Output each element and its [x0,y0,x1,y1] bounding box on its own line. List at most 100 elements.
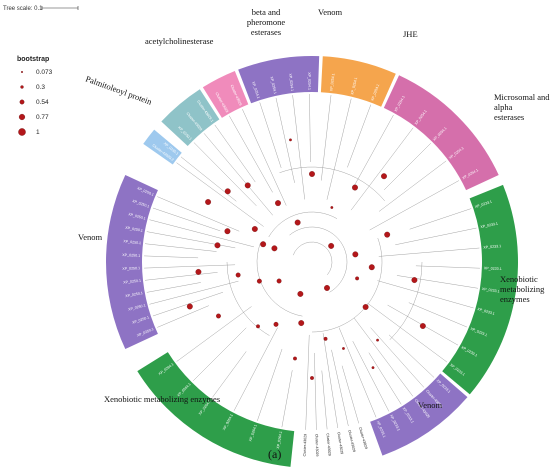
branch [212,351,247,398]
clade-band [105,174,158,350]
legend-label: 0.77 [36,114,49,121]
branch [370,327,425,388]
branch [309,94,311,163]
branch [214,124,256,183]
bootstrap-node [216,313,221,319]
leaf-label: XP_0233.1 [389,414,401,432]
bootstrap-node [323,336,328,341]
clade-name: Venom [78,232,102,242]
legend-label: 1 [36,129,40,136]
leaf-label: XP_0264.1 [248,424,258,442]
branch [321,370,328,430]
branch [146,282,201,293]
leaf-label: Cluster-43029 [315,434,320,457]
bootstrap-nodes [186,138,426,380]
leaf-label: XP_0254.1 [288,73,294,91]
branch [368,352,402,405]
clade-name: Venom [318,7,342,17]
clade-band [202,71,249,118]
bootstrap-node [224,228,231,235]
bootstrap-node [371,366,375,370]
clade-name: Xenobiotic metabolizing enzymes [500,274,545,304]
legend-label: 0.54 [36,99,49,106]
legend-marker [18,128,26,136]
bootstrap-node [355,276,360,281]
branch [326,98,352,200]
branch [152,292,224,317]
clade-band [137,352,295,467]
branch [369,180,460,231]
clade-name: JHE [403,29,418,39]
bootstrap-node [368,264,375,271]
branch [257,348,283,421]
branch [338,327,377,418]
clade-name: Palmitoleoyl protein [84,73,154,106]
branch [377,280,474,309]
bootstrap-node [419,323,426,329]
branch [176,162,264,227]
leaf-label: XP_0250.1 [132,315,150,325]
bootstrap-node [256,278,262,284]
branch-arc [389,261,423,340]
bootstrap-node [195,269,202,275]
clade-name: beta and pheromone esterases [247,7,285,37]
branch [352,114,394,190]
leaf-label: XP_0233.1 [474,200,492,209]
tree-branches [144,94,480,430]
branch-arc [268,211,338,238]
bootstrap-node [235,272,241,278]
branch [144,264,236,269]
leaf-label: Cluster-43029 [358,427,368,450]
clade-band [370,373,468,456]
leaf-label: XP_0233.1 [480,222,498,230]
tree-scale-label: Tree scale: 0.1 [3,6,43,12]
leaf-label: XP_0233.1 [376,420,386,438]
branch [176,306,252,362]
bootstrap-node [376,338,379,342]
branch [314,352,317,430]
bootstrap-node [271,245,278,252]
legend-label: 0.073 [36,69,53,76]
bootstrap-node [298,320,305,326]
branch [203,133,273,216]
bootstrap-legend: bootstrap 0.073 0.3 0.54 0.77 1 [17,56,53,136]
branch [144,272,218,281]
leaf-label: XP_0250.1 [122,266,140,271]
leaf-label: XP_0250.1 [136,186,154,197]
legend-label: 0.3 [36,84,45,91]
branch [341,365,359,424]
branch-arc [289,226,348,293]
branch [275,97,295,183]
bootstrap-node [330,206,334,209]
branch [378,247,480,257]
bootstrap-node [384,231,391,238]
branch [292,95,305,200]
bootstrap-node [205,199,212,205]
branch [152,207,221,232]
legend-marker [21,71,23,73]
clade-band [238,56,320,104]
branch [157,196,240,232]
clade-ring [105,56,518,467]
branch-arc [256,243,303,317]
leaf-label: XP_0264.1 [222,413,234,431]
bootstrap-node [186,303,193,310]
branch [321,95,332,181]
leaf-label: XP_0233.1 [483,244,501,249]
branch [350,127,414,211]
branch [180,156,237,202]
leaf-label: XP_0254.1 [307,72,311,90]
leaf-label: XP_0254.1 [251,81,260,99]
bootstrap-node [289,138,292,142]
bootstrap-node [324,285,330,291]
branch [259,102,282,168]
leaf-label: XP_0233.1 [477,307,495,316]
clade-band [320,56,396,107]
leaf-label: XP_0250.1 [123,239,141,245]
branch [395,227,477,246]
leaf-label: Cluster-43029 [326,433,332,456]
branch [144,243,217,252]
leaf-label: XP_0250.1 [136,327,154,338]
panel-label: (a) [268,447,281,461]
branch [229,115,273,193]
